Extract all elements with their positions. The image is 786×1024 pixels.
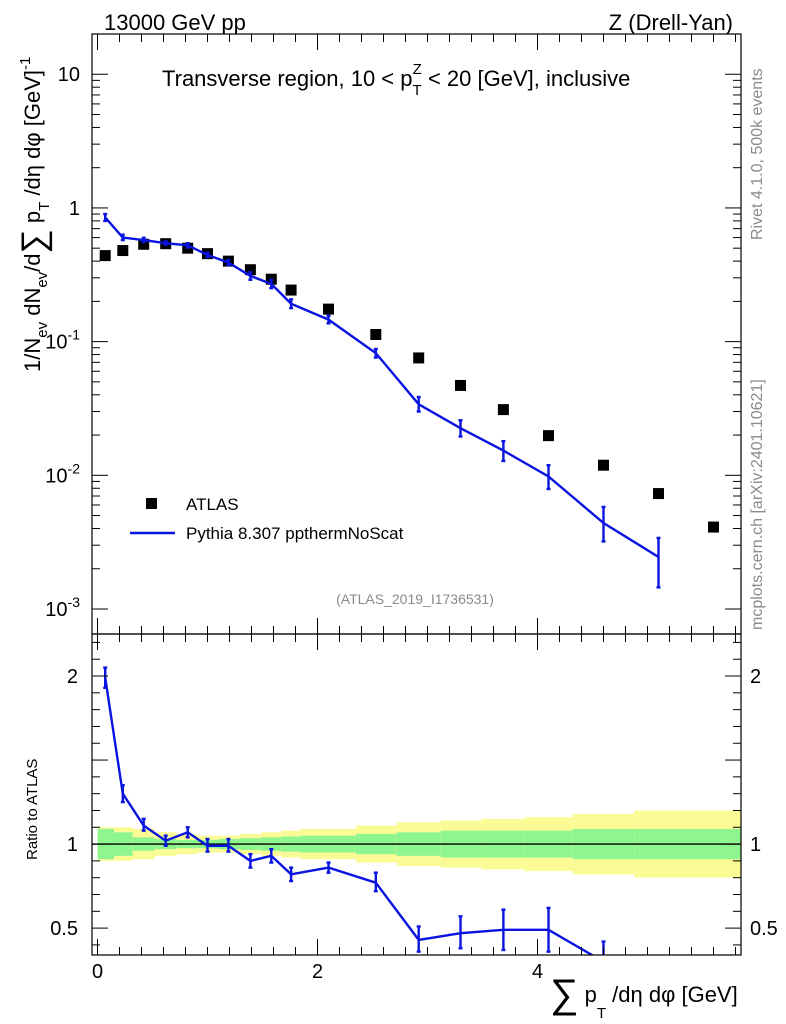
main-y-tick-label: 10-1 xyxy=(45,327,80,354)
main-y-tick-label: 1 xyxy=(69,198,80,220)
main-y-axis-title: 1/Nev dNev/d∑ pT /dη dφ [GeV]-1 xyxy=(15,57,53,372)
main-panel xyxy=(91,33,742,635)
ratio-y-tick-label: 1 xyxy=(67,834,78,856)
atlas-data-point xyxy=(598,459,609,471)
main-y-tick-label: 10 xyxy=(58,64,80,86)
atlas-data-point xyxy=(99,250,111,262)
atlas-data-point xyxy=(497,404,509,416)
rivet-label: Rivet 4.1.0, 500k events xyxy=(749,68,766,240)
ratio-y-tick-label-right: 1 xyxy=(750,834,761,856)
ratio-panel-frame xyxy=(91,633,742,956)
legend-atlas-label: ATLAS xyxy=(186,495,239,514)
ratio-y-tick-label-right: 2 xyxy=(750,666,761,688)
atlas-data-point xyxy=(543,430,554,442)
legend-atlas-marker xyxy=(146,498,157,509)
main-plot-title: Transverse region, 10 < pTZ < 20 [GeV], … xyxy=(162,61,630,99)
ratio-panel xyxy=(91,633,742,956)
atlas-data-point xyxy=(413,352,425,364)
ratio-y-tick-label: 2 xyxy=(67,666,78,688)
atlas-data-point xyxy=(285,284,297,296)
atlas-data-point xyxy=(653,488,664,500)
atlas-data-point xyxy=(708,521,719,533)
x-tick-label: 4 xyxy=(532,961,543,983)
main-y-tick-label: 10-3 xyxy=(45,594,80,621)
atlas-data-point xyxy=(323,303,334,315)
x-tick-label: 0 xyxy=(92,961,103,983)
atlas-data-point xyxy=(138,238,150,250)
ratio-y-axis-title: Ratio to ATLAS xyxy=(24,759,41,860)
atlas-data-point xyxy=(455,379,466,391)
header-right-label: Z (Drell-Yan) xyxy=(609,10,733,35)
legend-pythia-label: Pythia 8.307 ppthermNoScat xyxy=(186,524,404,543)
main-panel-background xyxy=(92,34,741,634)
mcplots-label: mcplots.cern.ch [arXiv:2401.10621] xyxy=(749,379,766,630)
atlas-data-point xyxy=(244,264,256,276)
legend: ATLAS Pythia 8.307 ppthermNoScat xyxy=(130,495,404,543)
ratio-y-tick-label: 0.5 xyxy=(50,918,78,940)
x-tick-label: 2 xyxy=(312,961,323,983)
analysis-watermark: (ATLAS_2019_I1736531) xyxy=(336,591,494,607)
ratio-y-tick-label-right: 0.5 xyxy=(750,918,778,940)
atlas-data-point xyxy=(370,329,382,341)
header-left-label: 13000 GeV pp xyxy=(104,10,246,35)
main-y-tick-label: 10-2 xyxy=(45,460,80,487)
x-axis-title: ∑ pT /dη dφ [GeV] xyxy=(550,972,738,1022)
pythia-line xyxy=(104,216,660,559)
atlas-data-point xyxy=(117,245,129,257)
